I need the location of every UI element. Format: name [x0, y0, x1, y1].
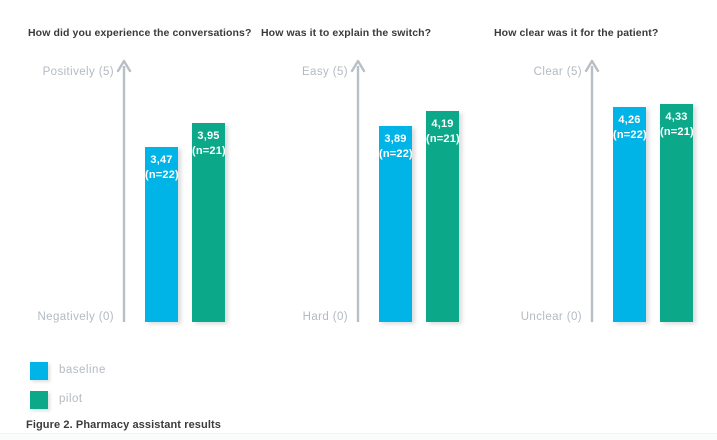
bar-value-label: 4,26 — [618, 114, 641, 126]
legend-swatch-baseline — [30, 362, 48, 380]
bar-value-label: 4,19 — [431, 118, 454, 130]
legend-swatch-pilot — [30, 391, 48, 409]
bar-pilot: 4,33 (n=21) — [660, 104, 694, 322]
bar-pilot: 3,95 (n=21) — [192, 123, 226, 322]
axis-bottom-label: Hard (0) — [302, 311, 348, 323]
panel-question-title: How clear was it for the patient? — [494, 27, 659, 39]
panel-explain-switch: How was it to explain the switch? Easy (… — [239, 0, 478, 440]
axis-up-arrow-icon — [350, 59, 366, 322]
bar-value-label: 3,89 — [384, 133, 407, 145]
panel-clear-for-patient: How clear was it for the patient? Clear … — [478, 0, 717, 440]
axis-top-label: Positively (5) — [42, 66, 114, 78]
panel-question-title: How did you experience the conversations… — [28, 27, 252, 39]
bar-n-label: (n=21) — [192, 144, 226, 157]
bar-value-label: 3,47 — [150, 154, 173, 166]
panel-experience-conversations: How did you experience the conversations… — [0, 0, 251, 440]
bar-baseline: 4,26 (n=22) — [613, 107, 647, 322]
bar-pilot: 4,19 (n=21) — [426, 111, 460, 322]
bar-baseline: 3,89 (n=22) — [379, 126, 413, 322]
bar-value-label: 3,95 — [197, 130, 220, 142]
bar-n-label: (n=21) — [660, 125, 694, 138]
bar-n-label: (n=22) — [613, 128, 647, 141]
axis-bottom-label: Unclear (0) — [520, 311, 582, 323]
axis-up-arrow-icon — [116, 59, 132, 322]
legend-label-baseline: baseline — [59, 364, 106, 376]
axis-top-label: Clear (5) — [533, 66, 582, 78]
axis-top-label: Easy (5) — [301, 66, 348, 78]
axis-bottom-label: Negatively (0) — [37, 311, 114, 323]
bar-n-label: (n=22) — [145, 168, 179, 181]
bar-value-label: 4,33 — [665, 111, 688, 123]
axis-up-arrow-icon — [584, 59, 600, 322]
bar-n-label: (n=22) — [379, 147, 413, 160]
bar-baseline: 3,47 (n=22) — [145, 147, 179, 322]
bar-n-label: (n=21) — [426, 132, 460, 145]
figure-caption: Figure 2. Pharmacy assistant results — [26, 419, 221, 431]
panel-question-title: How was it to explain the switch? — [261, 27, 432, 39]
bottom-divider — [0, 433, 717, 440]
legend-label-pilot: pilot — [59, 393, 83, 405]
